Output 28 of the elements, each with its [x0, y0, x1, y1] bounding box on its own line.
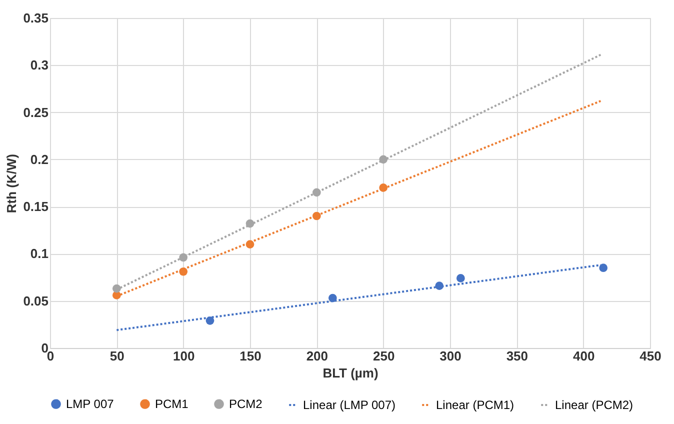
point — [206, 316, 214, 325]
x-tick-label: 200 — [306, 348, 328, 364]
y-axis-title: Rth (K/W) — [4, 154, 20, 214]
legend-label: PCM1 — [155, 397, 189, 412]
y-tick-label: 0.1 — [30, 246, 48, 262]
legend-label: Linear (PCM1) — [436, 398, 514, 412]
point — [112, 284, 121, 293]
y-tick-label: 0.3 — [30, 58, 48, 73]
x-tick-label: 450 — [640, 348, 662, 364]
x-tick-label: 100 — [172, 348, 195, 364]
y-tick-label: 0.15 — [23, 199, 48, 214]
legend-label: Linear (LMP 007) — [303, 398, 396, 412]
x-axis-title: BLT (µm) — [322, 366, 378, 380]
x-tick-label: 150 — [240, 348, 262, 364]
x-tick-label: 250 — [372, 348, 395, 364]
legend-label: PCM2 — [229, 397, 263, 412]
point — [456, 274, 465, 282]
point — [599, 264, 608, 272]
legend-label: Linear (PCM2) — [555, 398, 634, 412]
y-tick-label: 0.05 — [23, 293, 48, 308]
y-tick-label: 0.35 — [23, 10, 48, 26]
y-tick-label: 0.25 — [23, 104, 48, 120]
x-tick-label: 350 — [506, 348, 528, 364]
legend-label: LMP 007 — [66, 397, 114, 412]
x-tick-label: 400 — [572, 348, 595, 364]
x-tick-label: 50 — [110, 348, 124, 364]
y-tick-label: 0.2 — [30, 152, 48, 167]
x-tick-label: 300 — [440, 348, 462, 364]
